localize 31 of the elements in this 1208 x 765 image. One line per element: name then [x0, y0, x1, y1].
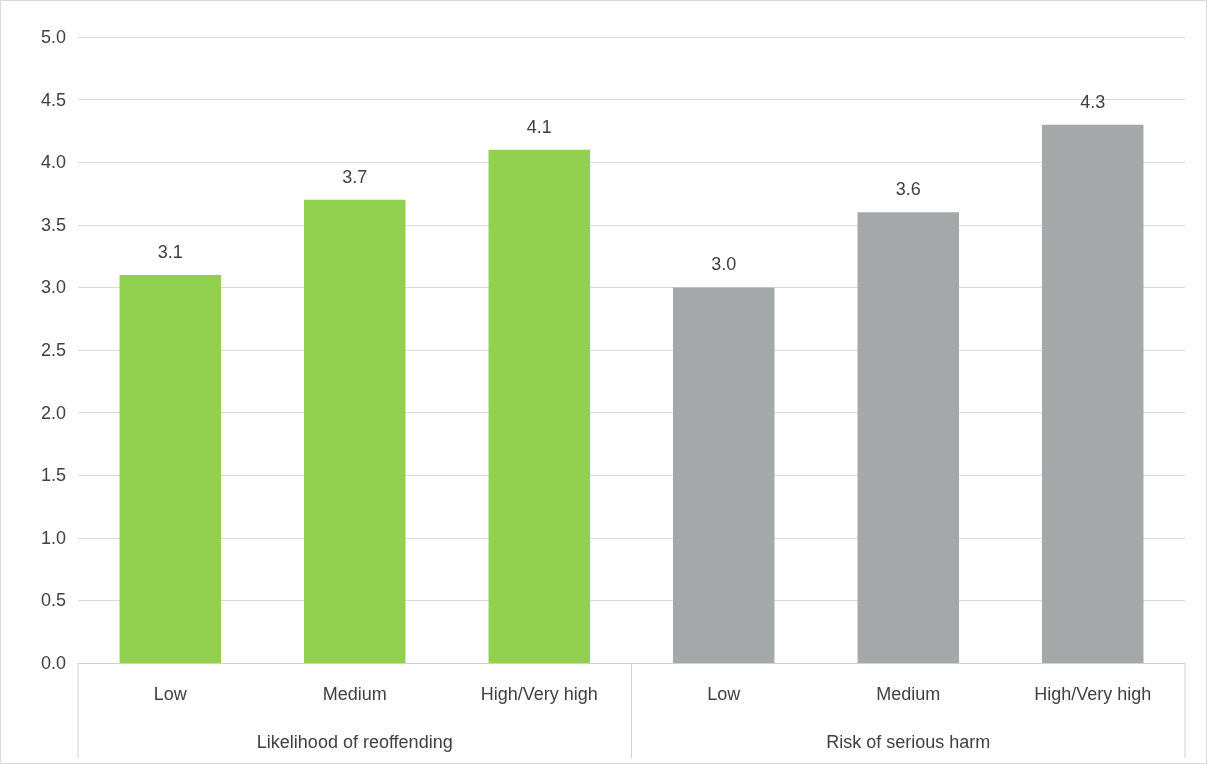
y-tick-label: 1.0 [40, 527, 66, 548]
y-tick-label: 5.0 [40, 27, 66, 47]
x-tick-label: Low [153, 684, 188, 704]
bar [488, 149, 590, 663]
x-tick-label: Medium [322, 684, 387, 704]
text: Likelihood of reoffending [256, 732, 453, 752]
data-label: 4.3 [1080, 91, 1106, 112]
y-tick-label: 2.0 [40, 402, 66, 423]
y-tick-label: 0.0 [40, 653, 66, 673]
y-tick-label: 4.0 [40, 152, 66, 173]
data-label: 3.0 [711, 254, 737, 275]
data-label: 3.7 [342, 166, 368, 187]
bar [304, 199, 406, 663]
bar [673, 287, 775, 663]
data-label: 3.6 [895, 179, 921, 200]
x-tick-label: Low [707, 684, 742, 704]
y-tick-label: 4.5 [40, 89, 66, 110]
x-tick-label: High/Very high [1034, 684, 1152, 704]
data-label: 3.1 [157, 241, 183, 262]
y-tick-label: 1.5 [40, 465, 66, 486]
y-tick-label: 2.5 [40, 340, 66, 360]
bar [1042, 124, 1144, 663]
bar [857, 212, 959, 663]
x-tick-label: High/Very high [480, 684, 598, 704]
bar [119, 274, 221, 663]
y-tick-label: 0.5 [40, 590, 66, 611]
y-tick-label: 3.5 [40, 214, 66, 235]
text: Risk of serious harm [826, 732, 991, 752]
x-tick-label: Medium [876, 684, 941, 704]
y-tick-label: 3.0 [40, 277, 66, 298]
data-label: 4.1 [526, 116, 552, 137]
